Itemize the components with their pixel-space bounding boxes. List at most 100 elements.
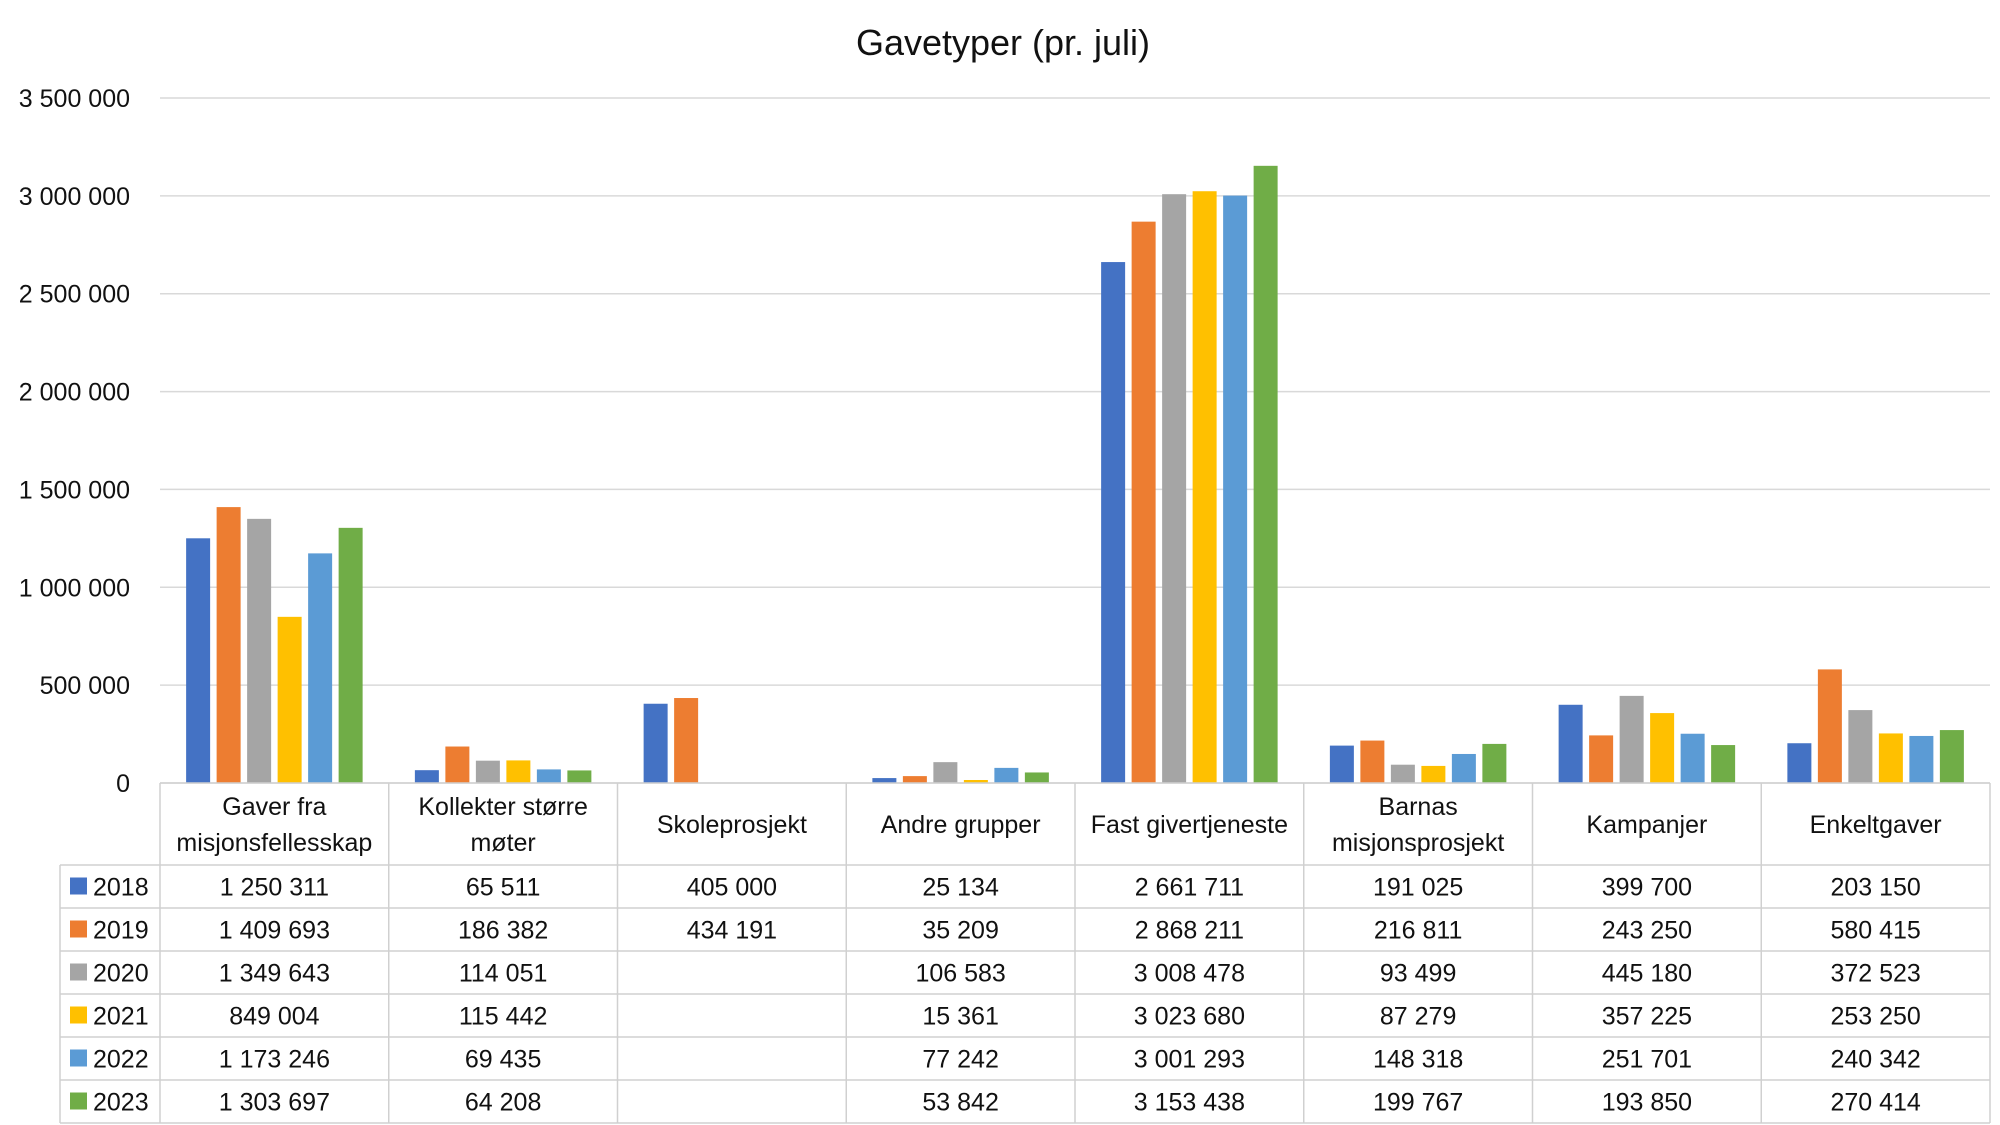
legend-swatch-2018	[70, 877, 87, 895]
bar-2018	[414, 770, 439, 783]
category-label: Kampanjer	[1586, 811, 1707, 839]
data-label: 15 361	[922, 1003, 998, 1031]
data-label: 405 000	[687, 874, 777, 902]
bar-2018	[186, 538, 211, 783]
data-label: 3 023 680	[1134, 1003, 1245, 1031]
bar-2020	[1390, 764, 1415, 783]
data-label: 2 868 211	[1135, 917, 1244, 945]
category-label: Barnas	[1379, 793, 1458, 821]
data-label: 399 700	[1602, 874, 1692, 902]
data-label: 64 208	[465, 1089, 541, 1117]
data-label: 445 180	[1602, 960, 1692, 988]
data-label: 77 242	[922, 1046, 998, 1074]
bar-2022	[1909, 735, 1934, 783]
data-label: 1 173 246	[219, 1046, 330, 1074]
y-tick-label: 1 500 000	[19, 476, 130, 504]
y-tick-label: 500 000	[40, 672, 130, 700]
data-label: 240 342	[1830, 1046, 1920, 1074]
bar-2020	[1162, 194, 1187, 783]
data-label: 251 701	[1602, 1046, 1692, 1074]
bar-2019	[1817, 669, 1842, 783]
legend-swatch-2023	[70, 1092, 87, 1110]
legend-label: 2018	[93, 874, 149, 902]
bar-2022	[308, 553, 333, 783]
legend-swatch-2021	[70, 1006, 87, 1024]
data-label: 186 382	[458, 917, 548, 945]
category-label: misjonsprosjekt	[1332, 829, 1504, 857]
bar-2019	[1131, 221, 1156, 783]
data-label: 3 008 478	[1134, 960, 1245, 988]
data-label: 193 850	[1602, 1089, 1692, 1117]
data-label: 69 435	[465, 1046, 541, 1074]
bar-2021	[1192, 191, 1217, 783]
data-label: 1 303 697	[219, 1089, 330, 1117]
legend-swatch-2022	[70, 1049, 87, 1067]
data-label: 243 250	[1602, 917, 1692, 945]
bar-2023	[1253, 165, 1278, 783]
data-label: 115 442	[459, 1003, 548, 1031]
bar-2023	[567, 770, 592, 783]
bar-2018	[1329, 745, 1354, 783]
bars	[186, 165, 1964, 784]
legend-label: 2021	[93, 1003, 149, 1031]
y-tick-label: 0	[116, 770, 130, 798]
y-tick-label: 2 000 000	[19, 379, 130, 407]
bar-2021	[963, 779, 988, 783]
data-label: 849 004	[229, 1003, 319, 1031]
data-label: 3 001 293	[1134, 1046, 1245, 1074]
y-tick-label: 2 500 000	[19, 281, 130, 309]
category-label: misjonsfellesskap	[176, 829, 372, 857]
bar-2019	[1589, 735, 1614, 783]
bar-2018	[1101, 262, 1126, 783]
chart-title: Gavetyper (pr. juli)	[856, 22, 1150, 63]
bar-2020	[933, 762, 958, 783]
bar-2021	[1421, 765, 1446, 783]
data-label: 106 583	[915, 960, 1005, 988]
data-label: 1 349 643	[219, 960, 330, 988]
bar-2019	[674, 698, 699, 783]
y-axis-ticks: 0 500 000 1 000 000 1 500 000 2 000 000 2 500…	[19, 85, 130, 798]
bar-2022	[994, 767, 1019, 783]
y-tick-label: 3 000 000	[19, 183, 130, 211]
category-label: Fast givertjeneste	[1091, 811, 1288, 839]
data-label: 2 661 711	[1135, 874, 1244, 902]
bar-2022	[536, 769, 561, 783]
data-label: 191 025	[1373, 874, 1463, 902]
data-label: 434 191	[687, 917, 777, 945]
category-label: Kollekter større	[418, 793, 587, 821]
legend-label: 2023	[93, 1089, 149, 1117]
data-label: 148 318	[1373, 1046, 1463, 1074]
bar-2021	[1650, 713, 1675, 783]
y-tick-label: 3 500 000	[19, 85, 130, 113]
bar-2020	[475, 760, 500, 783]
bar-2023	[1482, 743, 1507, 783]
category-label: Andre grupper	[881, 811, 1041, 839]
data-label: 253 250	[1830, 1003, 1920, 1031]
data-label: 203 150	[1830, 874, 1920, 902]
bar-2022	[1680, 733, 1705, 783]
bar-2018	[872, 778, 897, 783]
y-tick-label: 1 000 000	[19, 574, 130, 602]
legend-swatch-2019	[70, 920, 87, 938]
category-label: Skoleprosjekt	[657, 811, 807, 839]
data-label: 65 511	[466, 874, 541, 902]
bar-2021	[1878, 733, 1903, 783]
legend-label: 2019	[93, 917, 149, 945]
bar-2019	[1360, 740, 1385, 783]
data-label: 270 414	[1830, 1089, 1920, 1117]
data-label: 199 767	[1373, 1089, 1463, 1117]
data-label: 93 499	[1380, 960, 1456, 988]
data-label: 372 523	[1830, 960, 1920, 988]
bar-2023	[338, 527, 363, 783]
data-label: 1 409 693	[219, 917, 330, 945]
category-label: Enkeltgaver	[1810, 811, 1942, 839]
category-label: Gaver fra	[222, 793, 326, 821]
bar-2022	[1223, 195, 1248, 784]
data-label: 3 153 438	[1134, 1089, 1245, 1117]
data-label: 35 209	[922, 917, 998, 945]
bar-2022	[1451, 753, 1476, 783]
bar-2018	[1558, 704, 1583, 783]
bar-2018	[1787, 743, 1812, 783]
data-table: Gaver fra misjonsfellesskap Kollekter stør…	[59, 782, 1991, 1124]
